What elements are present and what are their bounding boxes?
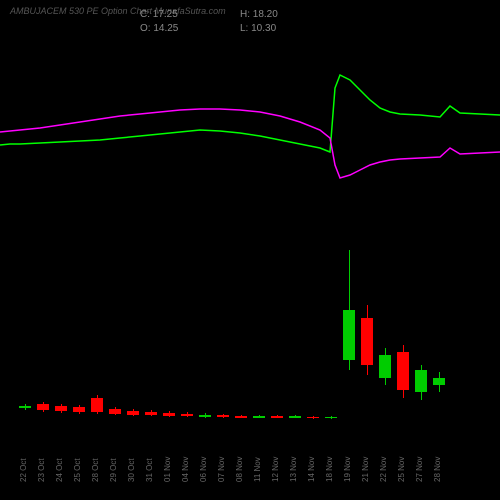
- open-label: O:: [140, 23, 151, 34]
- candle-body: [397, 352, 409, 390]
- candle-body: [307, 417, 319, 418]
- x-axis-label: 25 Oct: [73, 458, 82, 482]
- candle-body: [325, 417, 337, 418]
- high-row: H: 18.20: [240, 8, 278, 22]
- candle-body: [343, 310, 355, 360]
- candle-body: [181, 414, 193, 416]
- magenta-indicator-line: [0, 109, 500, 178]
- x-axis-label: 30 Oct: [127, 458, 136, 482]
- low-row: L: 10.30: [240, 22, 278, 36]
- close-row: C: 17.25: [140, 8, 178, 22]
- x-axis-label: 22 Oct: [19, 458, 28, 482]
- candle-body: [361, 318, 373, 365]
- x-axis-label: 18 Nov: [325, 457, 334, 482]
- upper-indicator-chart: [0, 70, 500, 190]
- candle-body: [109, 409, 121, 414]
- candle-body: [271, 416, 283, 418]
- x-axis-label: 25 Nov: [397, 457, 406, 482]
- low-value: 10.30: [251, 23, 276, 34]
- candle-body: [433, 378, 445, 385]
- x-axis-label: 08 Nov: [235, 457, 244, 482]
- candle-body: [127, 411, 139, 415]
- candle-body: [379, 355, 391, 378]
- x-axis-label: 28 Oct: [91, 458, 100, 482]
- open-row: O: 14.25: [140, 22, 178, 36]
- candle-body: [91, 398, 103, 412]
- candlestick-chart: [0, 190, 500, 420]
- x-axis-label: 27 Nov: [415, 457, 424, 482]
- high-label: H:: [240, 9, 250, 20]
- x-axis-label: 23 Oct: [37, 458, 46, 482]
- chart-title: AMBUJACEM 530 PE Option Chart MunafaSutr…: [10, 6, 226, 16]
- candle-body: [73, 407, 85, 412]
- candle-body: [217, 415, 229, 417]
- candle-body: [163, 413, 175, 416]
- x-axis-label: 01 Nov: [163, 457, 172, 482]
- high-value: 18.20: [253, 9, 278, 20]
- low-label: L:: [240, 23, 248, 34]
- open-value: 14.25: [153, 23, 178, 34]
- x-axis-label: 31 Oct: [145, 458, 154, 482]
- candle-body: [145, 412, 157, 415]
- candle-body: [55, 406, 67, 411]
- x-axis-label: 14 Nov: [307, 457, 316, 482]
- x-axis-label: 12 Nov: [271, 457, 280, 482]
- candle-body: [19, 406, 31, 408]
- ohlc-col2: H: 18.20 L: 10.30: [240, 8, 278, 36]
- candle-body: [37, 404, 49, 410]
- title-text: AMBUJACEM 530 PE Option Chart MunafaSutr…: [10, 6, 226, 16]
- candle-body: [235, 416, 247, 418]
- candle-body: [415, 370, 427, 392]
- close-value: 17.25: [153, 9, 178, 20]
- green-indicator-line: [0, 75, 500, 152]
- x-axis-label: 24 Oct: [55, 458, 64, 482]
- candle-body: [289, 416, 301, 418]
- x-axis: 22 Oct 23 Oct 24 Oct 25 Oct 28 Oct 29 Oct 30 O…: [0, 430, 500, 500]
- x-axis-label: 13 Nov: [289, 457, 298, 482]
- x-axis-label: 06 Nov: [199, 457, 208, 482]
- candle-body: [199, 415, 211, 417]
- candle-body: [253, 416, 265, 418]
- ohlc-col1: C: 17.25 O: 14.25: [140, 8, 178, 36]
- x-axis-label: 04 Nov: [181, 457, 190, 482]
- close-label: C:: [140, 9, 150, 20]
- x-axis-label: 19 Nov: [343, 457, 352, 482]
- x-axis-label: 29 Oct: [109, 458, 118, 482]
- x-axis-label: 22 Nov: [379, 457, 388, 482]
- x-axis-label: 07 Nov: [217, 457, 226, 482]
- x-axis-label: 28 Nov: [433, 457, 442, 482]
- x-axis-label: 21 Nov: [361, 457, 370, 482]
- x-axis-label: 11 Nov: [253, 457, 262, 482]
